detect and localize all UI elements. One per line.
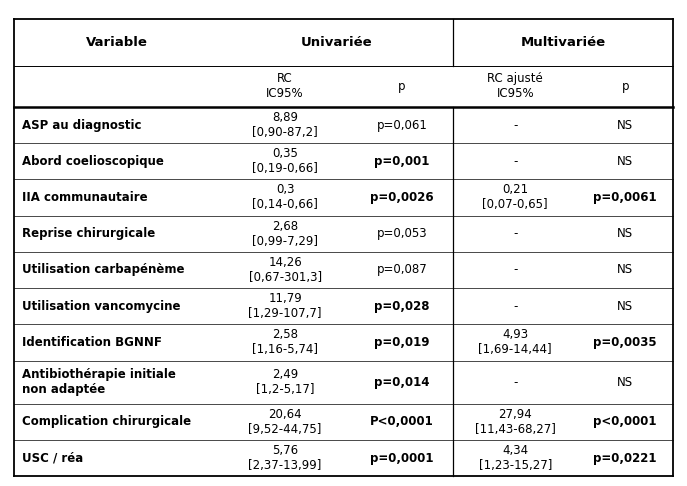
Text: p=0,028: p=0,028 bbox=[374, 300, 429, 312]
Text: -: - bbox=[513, 227, 517, 240]
Text: 0,3
[0,14-0,66]: 0,3 [0,14-0,66] bbox=[252, 184, 318, 211]
Text: p: p bbox=[622, 80, 629, 93]
Text: 4,93
[1,69-14,44]: 4,93 [1,69-14,44] bbox=[478, 329, 552, 356]
Text: Utilisation vancomycine: Utilisation vancomycine bbox=[22, 300, 181, 312]
Text: Complication chirurgicale: Complication chirurgicale bbox=[22, 416, 191, 429]
Text: p=0,061: p=0,061 bbox=[376, 119, 427, 132]
Text: -: - bbox=[513, 300, 517, 312]
Text: Identification BGNNF: Identification BGNNF bbox=[22, 336, 162, 349]
Text: NS: NS bbox=[617, 263, 633, 277]
Text: RC
IC95%: RC IC95% bbox=[267, 72, 304, 100]
Text: 2,68
[0,99-7,29]: 2,68 [0,99-7,29] bbox=[252, 220, 318, 248]
Text: p=0,053: p=0,053 bbox=[376, 227, 427, 240]
Text: 0,21
[0,07-0,65]: 0,21 [0,07-0,65] bbox=[482, 184, 548, 211]
Text: p=0,001: p=0,001 bbox=[374, 155, 429, 168]
Text: ASP au diagnostic: ASP au diagnostic bbox=[22, 119, 142, 132]
Text: -: - bbox=[513, 155, 517, 168]
Text: Univariée: Univariée bbox=[301, 36, 372, 49]
Text: -: - bbox=[513, 376, 517, 389]
Text: -: - bbox=[513, 263, 517, 277]
Text: Variable: Variable bbox=[86, 36, 148, 49]
Text: 2,49
[1,2-5,17]: 2,49 [1,2-5,17] bbox=[256, 368, 315, 396]
Text: 5,76
[2,37-13,99]: 5,76 [2,37-13,99] bbox=[249, 444, 322, 472]
Text: p=0,0001: p=0,0001 bbox=[370, 451, 433, 465]
Text: Abord coelioscopique: Abord coelioscopique bbox=[22, 155, 164, 168]
Text: 8,89
[0,90-87,2]: 8,89 [0,90-87,2] bbox=[252, 111, 318, 139]
Text: Utilisation carbapénème: Utilisation carbapénème bbox=[22, 263, 185, 277]
Text: p=0,019: p=0,019 bbox=[374, 336, 429, 349]
Text: 27,94
[11,43-68,27]: 27,94 [11,43-68,27] bbox=[475, 408, 556, 436]
Text: p: p bbox=[398, 80, 405, 93]
Text: p=0,0035: p=0,0035 bbox=[594, 336, 657, 349]
Text: -: - bbox=[513, 119, 517, 132]
Text: P<0,0001: P<0,0001 bbox=[370, 416, 433, 429]
Text: NS: NS bbox=[617, 155, 633, 168]
Text: USC / réa: USC / réa bbox=[22, 451, 83, 465]
Text: Reprise chirurgicale: Reprise chirurgicale bbox=[22, 227, 155, 240]
Text: p<0,0001: p<0,0001 bbox=[594, 416, 657, 429]
Text: NS: NS bbox=[617, 227, 633, 240]
Text: NS: NS bbox=[617, 119, 633, 132]
Text: 4,34
[1,23-15,27]: 4,34 [1,23-15,27] bbox=[479, 444, 552, 472]
Text: 11,79
[1,29-107,7]: 11,79 [1,29-107,7] bbox=[249, 292, 322, 320]
Text: Antibiothérapie initiale
non adaptée: Antibiothérapie initiale non adaptée bbox=[22, 368, 176, 396]
Text: 14,26
[0,67-301,3]: 14,26 [0,67-301,3] bbox=[249, 256, 322, 284]
Text: 2,58
[1,16-5,74]: 2,58 [1,16-5,74] bbox=[252, 329, 318, 356]
Text: 20,64
[9,52-44,75]: 20,64 [9,52-44,75] bbox=[249, 408, 322, 436]
Text: Multivariée: Multivariée bbox=[521, 36, 606, 49]
Text: p=0,0026: p=0,0026 bbox=[370, 191, 433, 204]
Text: p=0,014: p=0,014 bbox=[374, 376, 429, 389]
Text: RC ajusté
IC95%: RC ajusté IC95% bbox=[487, 72, 543, 100]
Text: IIA communautaire: IIA communautaire bbox=[22, 191, 148, 204]
Text: NS: NS bbox=[617, 376, 633, 389]
Text: NS: NS bbox=[617, 300, 633, 312]
Text: p=0,0221: p=0,0221 bbox=[594, 451, 657, 465]
Text: p=0,0061: p=0,0061 bbox=[594, 191, 657, 204]
Text: 0,35
[0,19-0,66]: 0,35 [0,19-0,66] bbox=[252, 147, 318, 175]
Text: p=0,087: p=0,087 bbox=[376, 263, 427, 277]
